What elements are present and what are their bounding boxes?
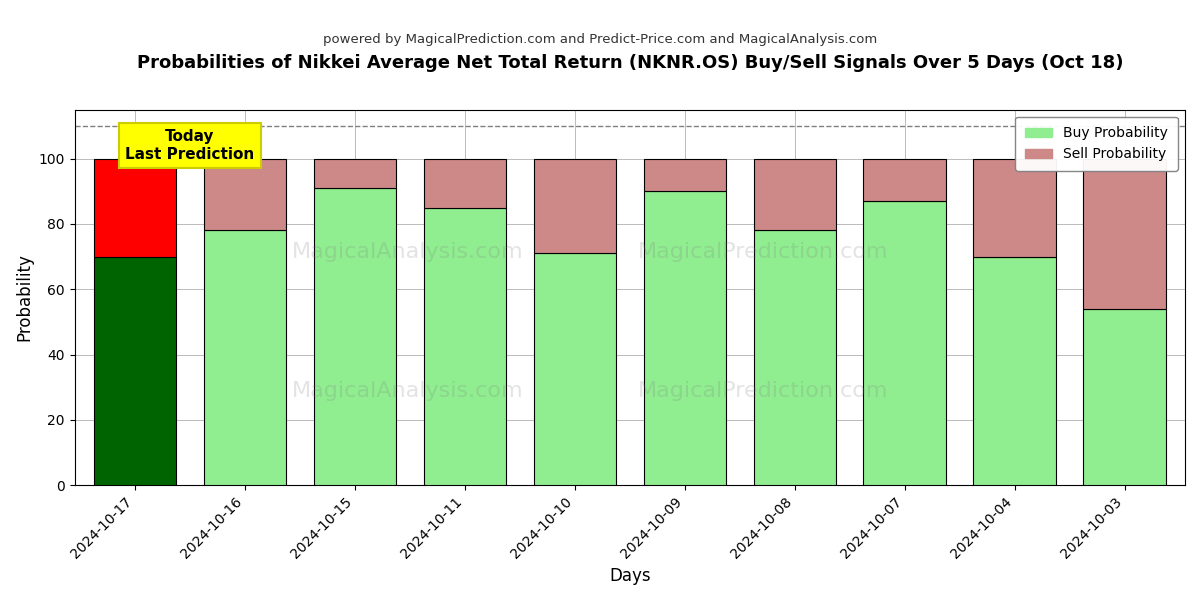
Bar	[534, 253, 616, 485]
Text: MagicalPrediction.com: MagicalPrediction.com	[638, 242, 888, 262]
Bar	[643, 158, 726, 191]
X-axis label: Days: Days	[610, 567, 650, 585]
Bar	[424, 208, 506, 485]
Bar	[534, 158, 616, 253]
Bar	[973, 158, 1056, 257]
Bar	[94, 257, 176, 485]
Bar	[643, 191, 726, 485]
Bar	[313, 188, 396, 485]
Bar	[204, 158, 287, 230]
Bar	[204, 230, 287, 485]
Text: MagicalAnalysis.com: MagicalAnalysis.com	[292, 242, 523, 262]
Bar	[313, 158, 396, 188]
Bar	[94, 158, 176, 257]
Bar	[424, 158, 506, 208]
Text: MagicalAnalysis.com: MagicalAnalysis.com	[292, 381, 523, 401]
Text: powered by MagicalPrediction.com and Predict-Price.com and MagicalAnalysis.com: powered by MagicalPrediction.com and Pre…	[323, 33, 877, 46]
Text: Today
Last Prediction: Today Last Prediction	[126, 129, 254, 161]
Legend: Buy Probability, Sell Probability: Buy Probability, Sell Probability	[1015, 116, 1178, 171]
Bar	[1084, 158, 1165, 309]
Bar	[864, 201, 946, 485]
Bar	[973, 257, 1056, 485]
Title: Probabilities of Nikkei Average Net Total Return (NKNR.OS) Buy/Sell Signals Over: Probabilities of Nikkei Average Net Tota…	[137, 54, 1123, 72]
Bar	[1084, 309, 1165, 485]
Text: MagicalPrediction.com: MagicalPrediction.com	[638, 381, 888, 401]
Bar	[754, 230, 836, 485]
Bar	[864, 158, 946, 201]
Y-axis label: Probability: Probability	[16, 253, 34, 341]
Bar	[754, 158, 836, 230]
